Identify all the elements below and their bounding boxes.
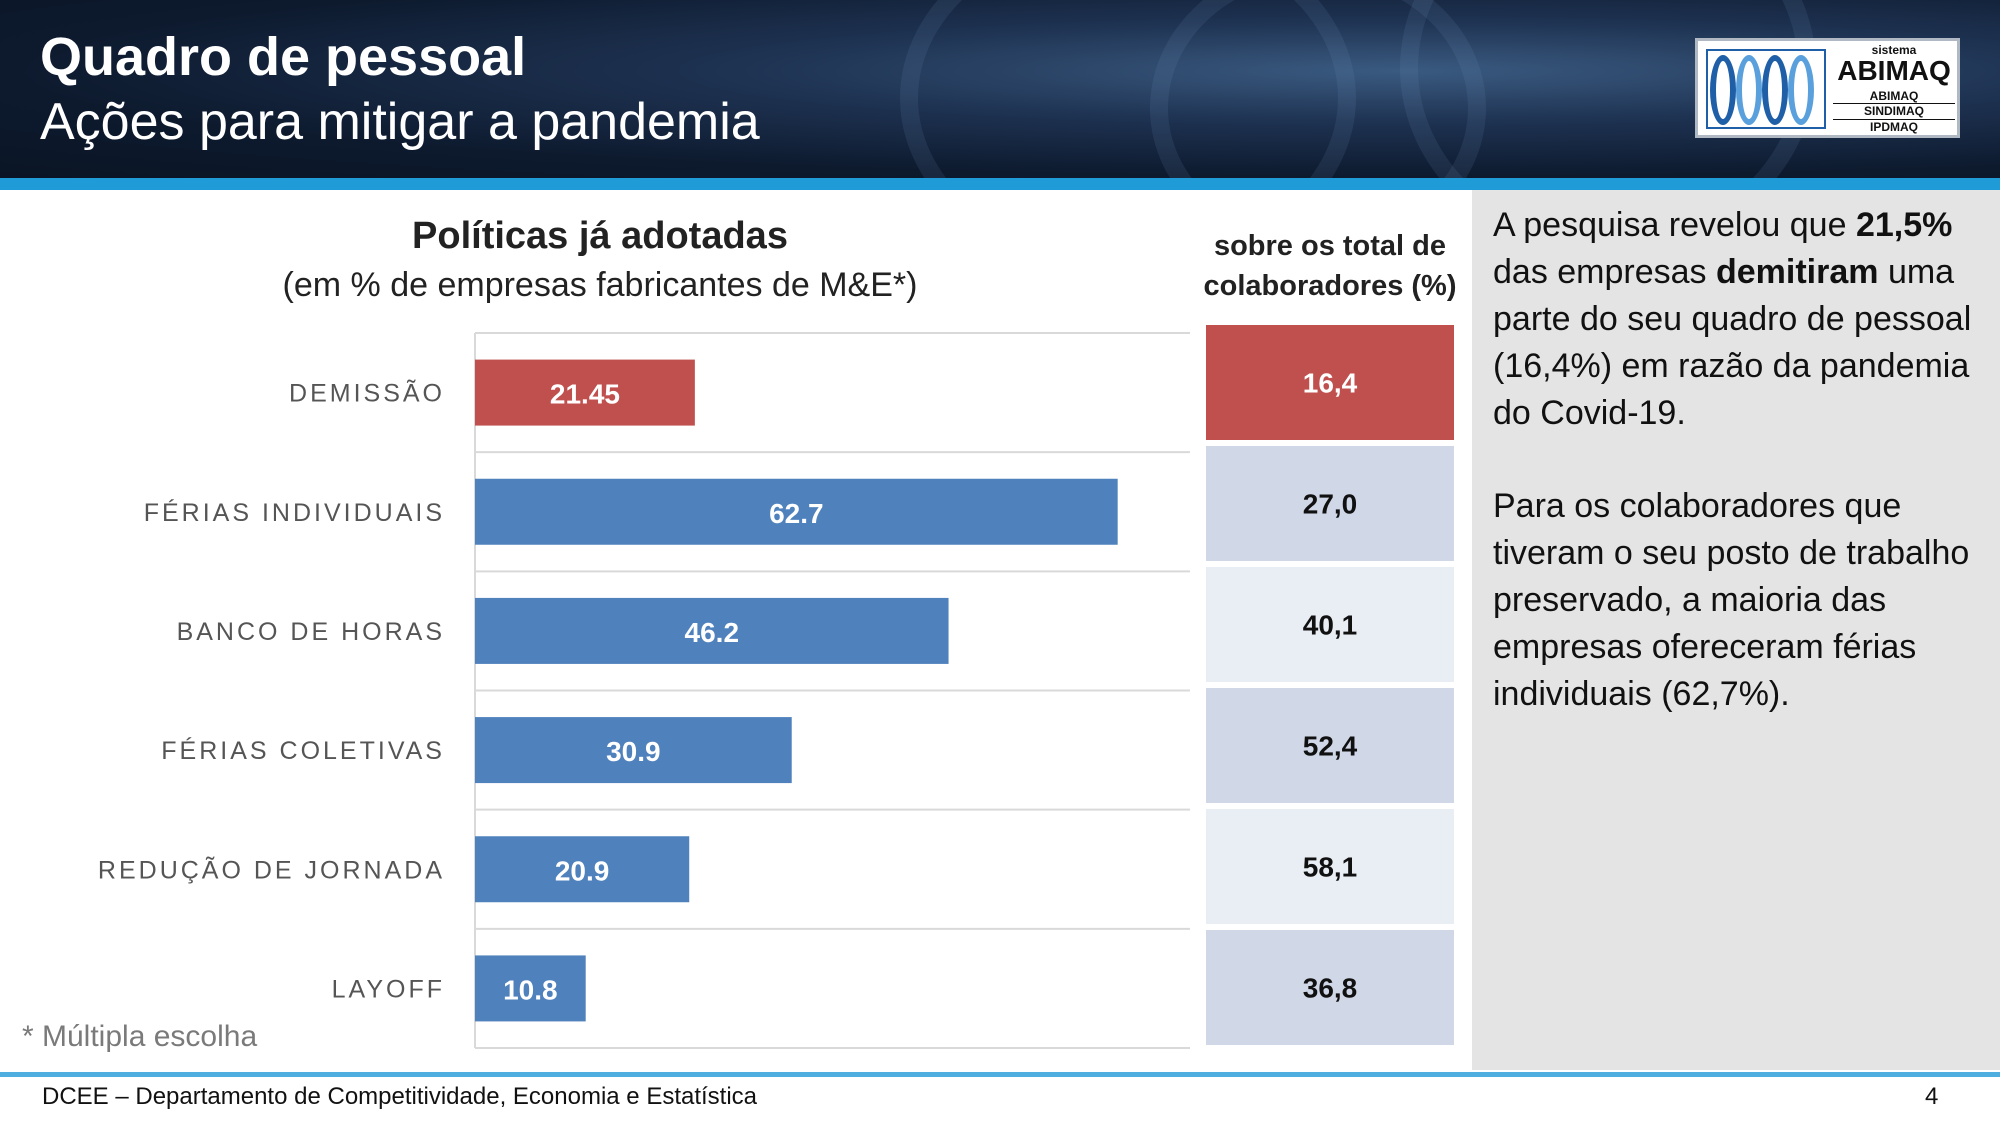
- page-subtitle: Ações para mitigar a pandemia: [40, 93, 760, 151]
- header-banner: Quadro de pessoal Ações para mitigar a p…: [0, 0, 2000, 178]
- footnote: * Múltipla escolha: [22, 1020, 258, 1053]
- footer-divider: [0, 1072, 2000, 1077]
- summary-panel: [1472, 190, 2000, 1070]
- summary-paragraph-2: Para os colaboradores que tiveram o seu …: [1493, 487, 1970, 713]
- waves-icon: [1706, 49, 1826, 129]
- chart-area: [0, 190, 1472, 1070]
- abimaq-logo: sistema ABIMAQ ABIMAQ SINDIMAQ IPDMAQ: [1695, 38, 1960, 138]
- page-number: 4: [1925, 1083, 1939, 1110]
- chart-subtitle: (em % de empresas fabricantes de M&E*): [282, 266, 918, 304]
- footer-department: DCEE – Departamento de Competitividade, …: [42, 1083, 758, 1110]
- summary-text: A pesquisa revelou que 21,5% das empresa…: [1493, 202, 1983, 764]
- chart-title: Políticas já adotadas: [412, 215, 788, 257]
- page-title: Quadro de pessoal: [40, 27, 527, 87]
- summary-paragraph-1: A pesquisa revelou que 21,5% das empresa…: [1493, 206, 1972, 432]
- side-column-header: sobre os total de colaboradores (%): [1203, 230, 1457, 302]
- header-accent-bar: [0, 178, 2000, 190]
